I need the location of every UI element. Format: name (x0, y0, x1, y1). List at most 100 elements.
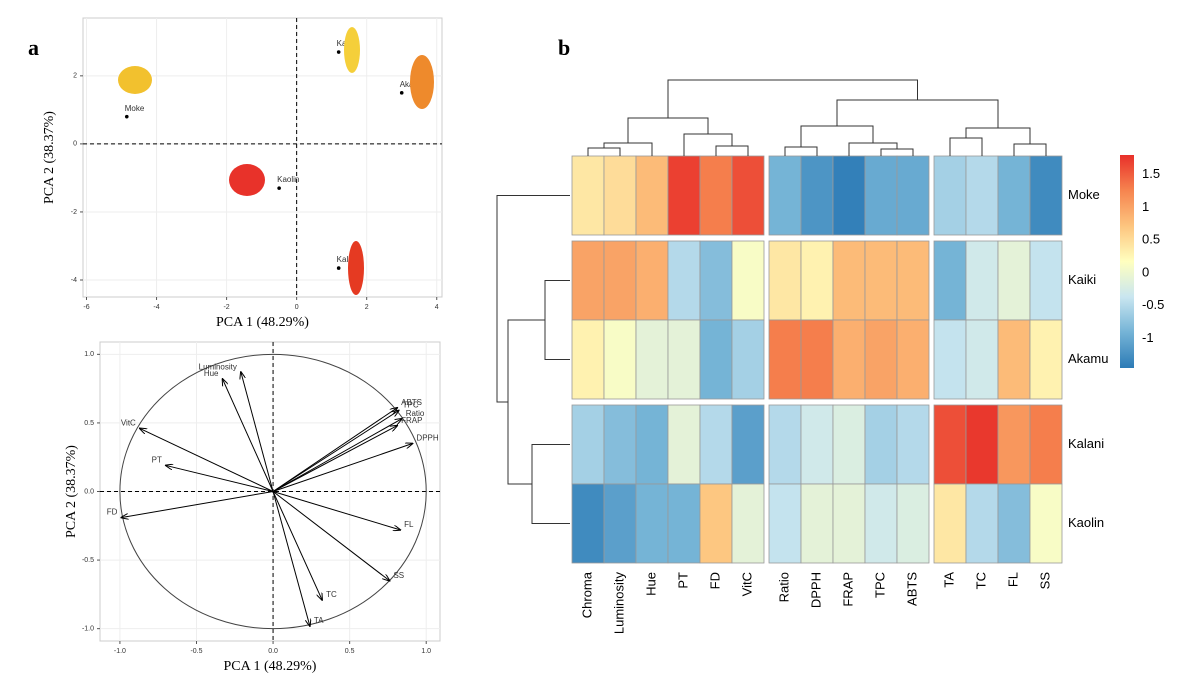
dendrogram (544, 280, 570, 360)
loading-label: DPPH (416, 434, 438, 443)
heatmap-cell (699, 319, 733, 400)
heatmap-cell (1029, 404, 1063, 485)
row-label: Kalani (1068, 436, 1104, 451)
heatmap-cell (933, 483, 967, 564)
heatmap-cell (864, 240, 898, 321)
dendrogram (587, 147, 621, 156)
heatmap-cell (603, 483, 637, 564)
dendrogram (627, 117, 709, 143)
y-tick-label: 1.0 (84, 351, 94, 358)
y-tick-label: 0 (73, 141, 77, 148)
loading-label: Luminosity (199, 362, 237, 371)
row-label: Kaiki (1068, 272, 1096, 287)
point (336, 266, 341, 270)
loading-arrow (272, 491, 400, 530)
heatmap-cell (800, 155, 834, 236)
dendrogram (603, 142, 653, 156)
colorbar-label: -0.5 (1142, 297, 1164, 312)
heatmap-cell (800, 404, 834, 485)
heatmap-cell (997, 404, 1031, 485)
heatmap-cell (800, 319, 834, 400)
column-label: Ratio (776, 572, 791, 602)
heatmap-cell (768, 319, 802, 400)
heatmap-cell (768, 404, 802, 485)
heatmap-cell (864, 483, 898, 564)
column-label: FRAP (840, 572, 855, 607)
heatmap-cell (832, 319, 866, 400)
column-label: TA (941, 572, 956, 588)
heatmap-cell (699, 483, 733, 564)
x-tick-label: -2 (223, 304, 229, 311)
y-tick-label: -0.5 (82, 557, 94, 564)
x-axis-title: PCA 1 (48.29%) (216, 315, 309, 330)
heatmap-cell (635, 404, 669, 485)
heatmap-cell (864, 319, 898, 400)
loading-arrow (166, 465, 274, 492)
loading-arrow (272, 491, 310, 626)
heatmap-cell (965, 240, 999, 321)
loading-label: VitC (121, 419, 136, 428)
dendrogram (531, 444, 570, 524)
loading-arrow (272, 411, 399, 492)
colorbar (1120, 155, 1134, 368)
loading-label: FRAP (401, 416, 422, 425)
loading-label: SS (393, 571, 404, 580)
dendrogram (836, 99, 999, 128)
heatmap-cell (667, 483, 701, 564)
heatmap-cell (997, 240, 1031, 321)
heatmap-cell (1029, 155, 1063, 236)
x-tick-label: -4 (153, 304, 159, 311)
heatmap-cell (603, 404, 637, 485)
heatmap-cell (800, 240, 834, 321)
point (399, 91, 404, 95)
row-label: Kaolin (1068, 515, 1104, 530)
heatmap-cell (896, 240, 930, 321)
heatmap-cell (635, 319, 669, 400)
point-label: Moke (125, 104, 145, 113)
heatmap-cell (731, 319, 765, 400)
pepper (410, 55, 434, 109)
column-label: Luminosity (611, 572, 626, 635)
column-label: Hue (643, 572, 658, 596)
heatmap-cell (731, 155, 765, 236)
heatmap-cell (896, 319, 930, 400)
heatmap-cell (896, 483, 930, 564)
x-tick-label: 0 (295, 304, 299, 311)
heatmap-cell (731, 483, 765, 564)
loading-label: FD (107, 508, 118, 517)
loading-label: FL (404, 520, 414, 529)
heatmap-cell (832, 483, 866, 564)
column-label: FL (1005, 572, 1020, 587)
y-tick-label: -2 (71, 209, 77, 216)
colorbar-label: 1.5 (1142, 166, 1160, 181)
heatmap-cell (832, 404, 866, 485)
heatmap-cell (603, 319, 637, 400)
heatmap-cell (933, 240, 967, 321)
column-label: FD (707, 572, 722, 589)
colorbar-label: -1 (1142, 330, 1154, 345)
heatmap-cell (1029, 319, 1063, 400)
pepper-images (118, 27, 434, 295)
y-axis-title: PCA 2 (38.37%) (64, 445, 79, 538)
y-tick-label: 0.5 (84, 420, 94, 427)
heatmap-cell (768, 483, 802, 564)
row-label: Akamu (1068, 351, 1108, 366)
column-label: ABTS (904, 572, 919, 606)
y-tick-label: -4 (71, 277, 77, 284)
heatmap-cell (667, 155, 701, 236)
loading-label: ABTS (401, 398, 422, 407)
heatmap-cell (768, 240, 802, 321)
pepper (229, 164, 265, 196)
heatmap-cell (864, 155, 898, 236)
column-label: SS (1037, 572, 1052, 590)
heatmap-cell (768, 155, 802, 236)
dendrogram (880, 148, 914, 156)
row-label: Moke (1068, 187, 1100, 202)
point (277, 186, 281, 190)
column-label: TC (973, 572, 988, 589)
heatmap-cell (1029, 240, 1063, 321)
heatmap-cell (571, 155, 605, 236)
y-tick-label: 2 (73, 73, 77, 80)
dendrogram (1013, 143, 1047, 156)
heatmap-cell (997, 155, 1031, 236)
